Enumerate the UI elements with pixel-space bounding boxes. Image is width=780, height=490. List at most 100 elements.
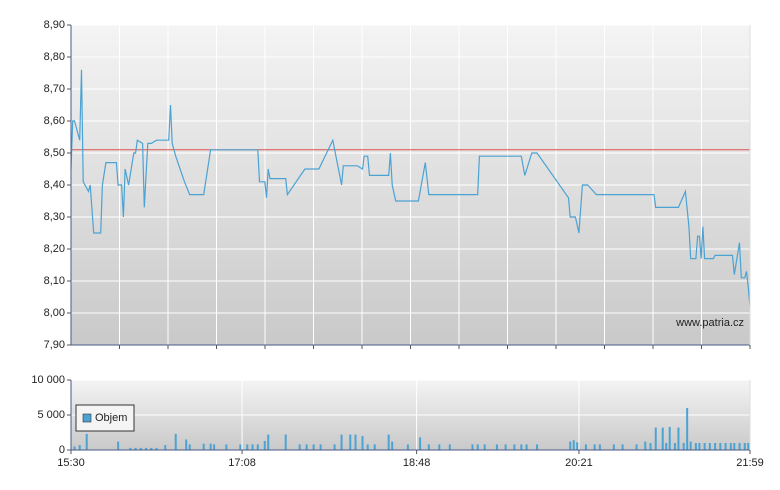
- volume-bar: [719, 443, 722, 450]
- x-tick-label: 15:30: [57, 457, 85, 469]
- volume-bar: [733, 443, 736, 450]
- volume-bar: [139, 447, 142, 450]
- volume-bar: [668, 426, 671, 450]
- volume-bar: [256, 444, 259, 450]
- volume-bar: [284, 434, 287, 450]
- volume-bar: [145, 447, 148, 450]
- volume-bar: [373, 444, 376, 450]
- volume-bar: [438, 444, 441, 450]
- y-tick-label: 10 000: [31, 374, 65, 386]
- y-tick-label: 8,30: [44, 211, 65, 223]
- y-tick-label: 8,90: [44, 19, 65, 31]
- volume-bar: [635, 444, 638, 450]
- volume-bar: [209, 443, 212, 450]
- volume-bar: [251, 444, 254, 450]
- volume-bar: [134, 447, 137, 450]
- price-line: [70, 69, 751, 307]
- volume-bar: [225, 444, 228, 450]
- volume-bar: [333, 444, 336, 450]
- volume-bar: [677, 427, 680, 450]
- volume-bar: [267, 434, 270, 450]
- y-tick-label: 8,00: [44, 307, 65, 319]
- volume-bar: [78, 445, 81, 450]
- volume-bar: [536, 444, 539, 450]
- volume-bar: [654, 427, 657, 450]
- volume-bar: [747, 443, 750, 450]
- volume-bar: [188, 444, 191, 450]
- volume-bar: [150, 447, 153, 450]
- volume-bar: [419, 437, 422, 450]
- volume-bar: [263, 440, 266, 450]
- volume-bar: [593, 444, 596, 450]
- y-tick-label: 8,80: [44, 51, 65, 63]
- legend-swatch: [82, 413, 92, 423]
- watermark: www.patria.cz: [675, 317, 744, 329]
- volume-bar: [495, 444, 498, 450]
- volume-bar: [239, 444, 242, 450]
- volume-bar: [85, 433, 88, 450]
- volume-bar: [483, 444, 486, 450]
- volume-bar: [598, 444, 601, 450]
- volume-bar: [366, 444, 369, 450]
- volume-bar: [391, 441, 394, 450]
- volume-bar: [738, 443, 741, 450]
- volume-bar: [694, 443, 697, 450]
- volume-bar: [213, 444, 216, 450]
- volume-bar: [569, 441, 572, 450]
- x-tick-label: 21:59: [736, 457, 764, 469]
- x-tick-label: 20:21: [565, 457, 593, 469]
- volume-bar: [319, 444, 322, 450]
- volume-bar: [129, 447, 132, 450]
- volume-bar: [525, 444, 528, 450]
- y-tick-label: 5 000: [37, 409, 65, 421]
- volume-bar: [361, 436, 364, 450]
- volume-bar: [471, 444, 474, 450]
- volume-bar: [649, 443, 652, 450]
- y-tick-label: 8,10: [44, 275, 65, 287]
- volume-bar: [387, 434, 390, 450]
- volume-bar: [298, 444, 301, 450]
- volume-bar: [117, 441, 120, 450]
- volume-bar: [312, 444, 315, 450]
- volume-bar: [644, 441, 647, 450]
- volume-bar: [708, 443, 711, 450]
- volume-bar: [576, 442, 579, 450]
- y-tick-label: 8,20: [44, 243, 65, 255]
- volume-bar: [427, 444, 430, 450]
- volume-bar: [513, 444, 516, 450]
- volume-bar: [743, 443, 746, 450]
- volume-bar: [155, 447, 158, 450]
- volume-bar: [520, 444, 523, 450]
- volume-bar: [354, 434, 357, 450]
- volume-bar: [406, 444, 409, 450]
- volume-bar: [584, 444, 587, 450]
- volume-bar: [673, 443, 676, 450]
- volume-bar: [73, 446, 76, 450]
- volume-bar: [703, 443, 706, 450]
- volume-bar: [340, 434, 343, 450]
- volume-bar: [665, 443, 668, 450]
- volume-bar: [448, 444, 451, 450]
- y-tick-label: 8,70: [44, 83, 65, 95]
- volume-bar: [305, 444, 308, 450]
- volume-bar: [698, 443, 701, 450]
- legend-label: Objem: [95, 412, 127, 424]
- volume-bar: [349, 434, 352, 450]
- volume-bar: [724, 443, 727, 450]
- x-tick-label: 17:08: [228, 457, 256, 469]
- volume-bar: [246, 444, 249, 450]
- x-tick-label: 18:48: [403, 457, 431, 469]
- volume-bar: [689, 441, 692, 450]
- y-tick-label: 8,60: [44, 115, 65, 127]
- volume-bar: [682, 443, 685, 450]
- y-tick-label: 8,50: [44, 147, 65, 159]
- volume-bar: [714, 443, 717, 450]
- volume-bar: [661, 427, 664, 450]
- volume-bar: [504, 444, 507, 450]
- volume-bar: [729, 443, 732, 450]
- volume-bar: [174, 433, 177, 450]
- volume-bar: [612, 444, 615, 450]
- volume-bar: [164, 445, 167, 450]
- volume-bar: [476, 444, 479, 450]
